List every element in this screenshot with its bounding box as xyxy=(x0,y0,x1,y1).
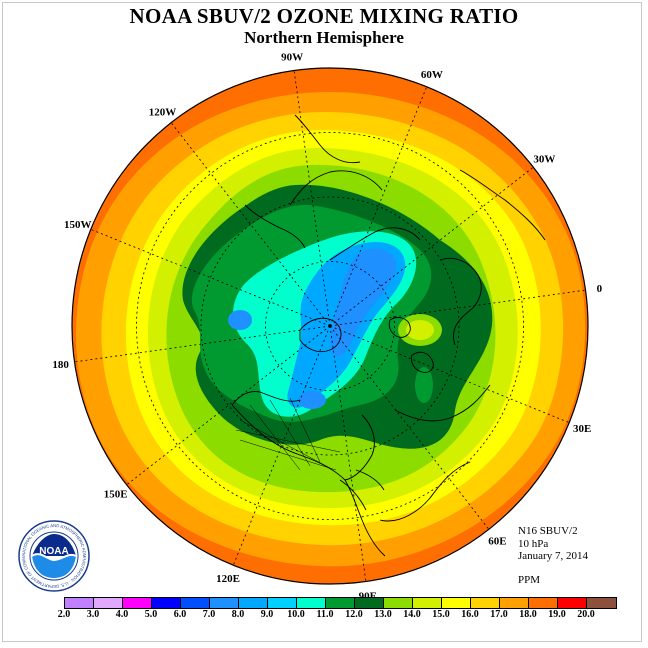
meridian-line xyxy=(329,86,428,327)
longitude-label: 120E xyxy=(216,573,240,585)
meridian-line xyxy=(329,325,570,424)
colorbar-swatch xyxy=(152,598,181,608)
colorbar-tick-label: 9.0 xyxy=(260,609,274,620)
map-subtitle: Northern Hemisphere xyxy=(244,28,404,47)
colorbar-swatch xyxy=(65,598,94,608)
state-borders xyxy=(235,397,341,471)
colorbar-tick-label: 10.0 xyxy=(287,609,305,620)
longitude-label: 150E xyxy=(104,488,128,500)
observation-date: January 7, 2014 xyxy=(518,550,588,562)
latitude-circle xyxy=(136,132,524,520)
graticule xyxy=(74,70,586,582)
colorbar-tick-label: 4.0 xyxy=(115,609,129,620)
longitude-label: 150W xyxy=(64,219,92,231)
longitude-label: 120W xyxy=(149,107,177,119)
colorbar-swatch xyxy=(94,598,123,608)
ozone-field xyxy=(72,68,588,584)
colorbar-swatch xyxy=(181,598,210,608)
colorbar-tick-label: 3.0 xyxy=(86,609,100,620)
colorbar-tick-label: 6.0 xyxy=(173,609,187,620)
longitude-label: 90W xyxy=(281,52,303,64)
colorbar-swatch xyxy=(239,598,268,608)
latitude-circle xyxy=(265,261,395,391)
band-14-island xyxy=(406,320,434,340)
longitude-label: 60E xyxy=(488,535,506,547)
colorbar-tick-label: 17.0 xyxy=(490,609,508,620)
colorbar-swatch xyxy=(442,598,471,608)
colorbar-swatch xyxy=(413,598,442,608)
colorbar-swatch xyxy=(297,598,326,608)
longitude-label: 60W xyxy=(421,69,443,81)
band-8-patch xyxy=(228,310,252,330)
colorbar-tick-label: 8.0 xyxy=(231,609,245,620)
longitude-label: 30E xyxy=(573,423,591,435)
pressure-level: 10 hPa xyxy=(518,537,549,550)
colorbar-tick-label: 13.0 xyxy=(374,609,392,620)
colorbar-swatch xyxy=(529,598,558,608)
band-11-island xyxy=(415,367,433,403)
colorbar-swatch xyxy=(587,598,616,608)
longitude-label: 30W xyxy=(533,154,555,166)
colorbar-swatch xyxy=(384,598,413,608)
map-title: NOAA SBUV/2 OZONE MIXING RATIO xyxy=(129,4,519,28)
colorbar xyxy=(64,597,617,609)
units-label: PPM xyxy=(518,574,541,586)
instrument-label: N16 SBUV/2 xyxy=(518,525,578,537)
hemisphere-border xyxy=(71,67,589,585)
colorbar-tick-label: 2.0 xyxy=(57,609,71,620)
band-8-patch-2 xyxy=(298,391,326,409)
colorbar-tick-label: 18.0 xyxy=(519,609,537,620)
coastlines xyxy=(231,114,546,557)
meridian-line xyxy=(329,166,534,327)
meridian-line xyxy=(232,325,331,566)
colorbar-swatch xyxy=(558,598,587,608)
colorbar-swatch xyxy=(355,598,384,608)
noaa-logo: NOAA NATIONAL OCEANIC AND ATMOSPHERIC AD… xyxy=(18,520,90,592)
colorbar-tick-label: 19.0 xyxy=(548,609,566,620)
meridian-line xyxy=(170,122,331,327)
colorbar-swatch xyxy=(326,598,355,608)
colorbar-tick-label: 7.0 xyxy=(202,609,216,620)
colorbar-swatch xyxy=(500,598,529,608)
band-8 xyxy=(330,248,396,357)
colorbar-swatch xyxy=(123,598,152,608)
meridian-line xyxy=(126,325,331,486)
colorbar-ticks: 2.0 3.0 4.0 5.0 6.0 7.0 8.0 9.0 10.0 11.0 12.0 13.0… xyxy=(49,609,599,623)
product-info: N16 SBUV/2 10 hPa January 7, 2014 xyxy=(518,525,588,563)
meridian-line xyxy=(90,228,331,327)
colorbar-swatch xyxy=(210,598,239,608)
longitude-label: 180 xyxy=(52,359,69,371)
latitude-circle xyxy=(200,196,460,456)
colorbar-tick-label: 12.0 xyxy=(345,609,363,620)
colorbar-swatch xyxy=(471,598,500,608)
logo-text: NOAA xyxy=(39,546,68,557)
longitude-label: 0 xyxy=(597,283,603,295)
colorbar-tick-label: 14.0 xyxy=(403,609,421,620)
colorbar-swatch xyxy=(268,598,297,608)
colorbar-tick-label: 16.0 xyxy=(461,609,479,620)
colorbar-tick-label: 11.0 xyxy=(316,609,334,620)
colorbar-tick-label: 15.0 xyxy=(432,609,450,620)
meridian-line xyxy=(329,325,490,530)
colorbar-tick-label: 5.0 xyxy=(144,609,158,620)
figure-frame xyxy=(2,2,642,642)
colorbar-tick-label: 20.0 xyxy=(577,609,595,620)
